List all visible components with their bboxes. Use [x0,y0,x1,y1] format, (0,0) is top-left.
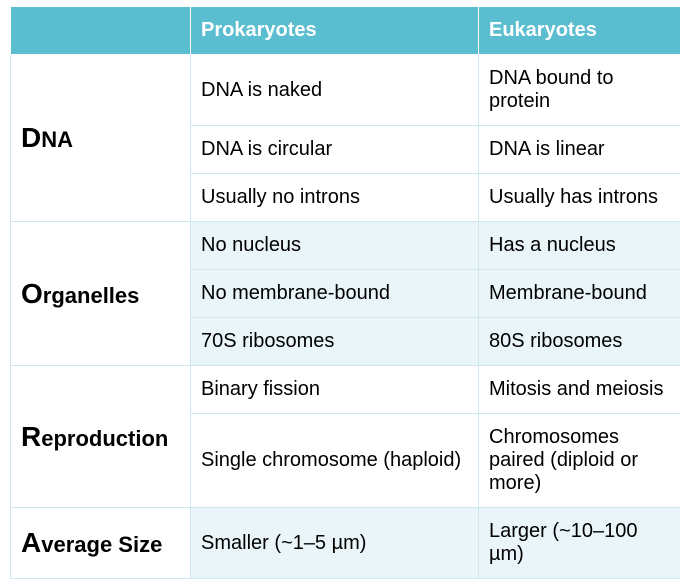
rowhead-reproduction: Reproduction [11,366,191,508]
rowhead-rest: NA [41,127,73,152]
cell-prok: Single chromosome (haploid) [191,414,479,508]
cell-prok: No membrane-bound [191,270,479,318]
cell-euk: Larger (~10–100 µm) [479,508,680,579]
rowhead-big: A [21,527,41,558]
cell-euk: Chromosomes paired (diploid or more) [479,414,680,508]
table-row: Organelles No nucleus Has a nucleus [11,222,680,270]
cell-prok: Binary fission [191,366,479,414]
cell-euk: DNA is linear [479,126,680,174]
header-row: Prokaryotes Eukaryotes [11,7,680,55]
rowhead-big: D [21,122,41,153]
cell-euk: Mitosis and meiosis [479,366,680,414]
rowhead-rest: eproduction [41,426,168,451]
cell-euk: Usually has introns [479,174,680,222]
rowhead-big: R [21,421,41,452]
header-blank [11,7,191,55]
rowhead-rest: rganelles [43,283,140,308]
table-row: Reproduction Binary fission Mitosis and … [11,366,680,414]
rowhead-size: Average Size [11,508,191,579]
table-row: DNA DNA is naked DNA bound to protein [11,55,680,126]
cell-euk: Membrane-bound [479,270,680,318]
cell-prok: DNA is circular [191,126,479,174]
cell-euk: Has a nucleus [479,222,680,270]
cell-prok: Usually no introns [191,174,479,222]
cell-prok: No nucleus [191,222,479,270]
cell-prok: DNA is naked [191,55,479,126]
rowhead-rest: verage Size [41,532,162,557]
cell-euk: DNA bound to protein [479,55,680,126]
rowhead-big: O [21,278,43,309]
cell-prok: Smaller (~1–5 µm) [191,508,479,579]
header-eukaryotes: Eukaryotes [479,7,680,55]
table-row: Average Size Smaller (~1–5 µm) Larger (~… [11,508,680,579]
rowhead-organelles: Organelles [11,222,191,366]
cell-euk: 80S ribosomes [479,318,680,366]
comparison-table: Prokaryotes Eukaryotes DNA DNA is naked … [10,6,680,579]
header-prokaryotes: Prokaryotes [191,7,479,55]
cell-prok: 70S ribosomes [191,318,479,366]
rowhead-dna: DNA [11,55,191,222]
